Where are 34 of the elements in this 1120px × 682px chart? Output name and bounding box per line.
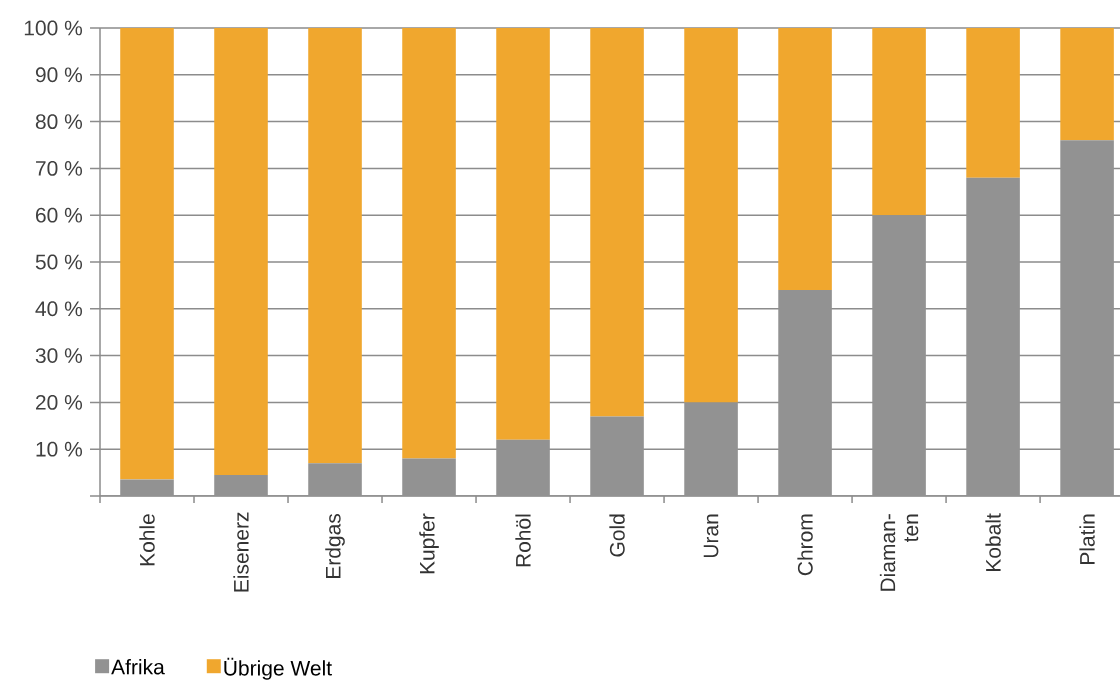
y-tick-label: 70 % (36, 160, 83, 176)
bar (120, 27, 174, 480)
bar (684, 27, 738, 403)
y-tick-label: 30 % (35, 348, 83, 364)
y-tick-label: 20 % (35, 394, 83, 410)
x-tick-label: Kohle (139, 514, 155, 566)
bar (496, 27, 550, 440)
y-tick-label: 50 % (35, 254, 83, 270)
x-tick-label: Eisenerz (233, 512, 249, 592)
y-tick-label: 80 % (35, 114, 83, 130)
y-tick-label: 100 % (24, 20, 83, 36)
bar (308, 27, 362, 464)
x-tick-label: Platin (1079, 514, 1095, 564)
bar (966, 27, 1020, 178)
bar (1060, 27, 1114, 141)
x-tick-label: Diaman-ten (879, 514, 919, 591)
y-tick-label: 60 % (36, 207, 83, 223)
y-tick-label: 90 % (35, 67, 83, 83)
legend-label: Übrige Welt (224, 657, 332, 680)
x-tick-label: Kobalt (985, 513, 1001, 572)
bar (402, 27, 456, 459)
x-tick-label: Erdgas (325, 513, 345, 578)
y-tick-label: 40 % (35, 301, 83, 317)
x-tick-label: Gold (609, 514, 625, 557)
bar (214, 27, 268, 475)
bar (590, 27, 644, 417)
x-tick-label: Rohöl (515, 514, 531, 567)
legend-label: Afrika (111, 659, 165, 675)
x-tick-label: Uran (703, 514, 719, 558)
y-tick-label: 10 % (36, 441, 83, 457)
x-tick-label: Chrom (797, 514, 813, 576)
x-tick-label: Kupfer (419, 513, 439, 574)
bar (778, 27, 832, 291)
bar (872, 27, 926, 216)
